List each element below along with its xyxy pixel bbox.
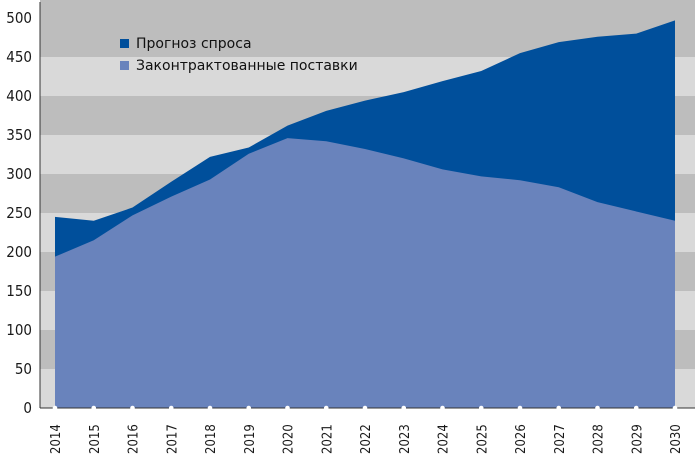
x-tick-marker: [672, 405, 678, 411]
x-tick-marker: [595, 405, 600, 411]
x-tick-marker: [285, 405, 290, 411]
x-tick-label: 2016: [127, 424, 142, 454]
axes: [39, 2, 695, 409]
x-tick-marker: [323, 405, 329, 411]
x-axis-ticks: 2014 2015 2016 2017 2018 2019 2020 2021 2022 2023…: [49, 405, 684, 454]
x-tick-marker: [207, 405, 213, 411]
x-tick-label: 2022: [359, 424, 374, 454]
x-tick-label: 2015: [88, 424, 103, 454]
x-tick-marker: [401, 405, 407, 411]
x-tick-label: 2028: [592, 424, 607, 454]
legend-swatch: [120, 61, 129, 70]
x-tick-marker: [633, 405, 639, 411]
y-tick-label: 50: [15, 360, 32, 378]
x-tick-label: 2024: [437, 424, 452, 454]
x-tick-label: 2018: [204, 424, 219, 454]
x-tick-label: 2017: [165, 424, 180, 454]
y-tick-label: 250: [6, 204, 32, 222]
series-areas: [55, 20, 675, 409]
x-tick-label: 2026: [514, 424, 529, 454]
x-tick-label: 2021: [320, 424, 335, 454]
x-tick-marker: [517, 405, 523, 411]
x-tick-marker: [362, 405, 368, 411]
y-tick-label: 300: [6, 165, 32, 183]
grid-band: [40, 0, 695, 18]
y-tick-label: 500: [6, 9, 32, 27]
legend-label: Законтрактованные поставки: [136, 58, 358, 74]
x-tick-label: 2027: [553, 424, 568, 454]
legend: Прогноз спроса Законтрактованные поставки: [120, 36, 358, 74]
x-tick-label: 2025: [475, 424, 490, 454]
legend-label: Прогноз спроса: [136, 36, 252, 52]
series-area-2: [55, 138, 675, 408]
x-tick-label: 2030: [669, 424, 684, 454]
y-tick-label: 150: [6, 282, 32, 300]
x-tick-label: 2014: [49, 424, 64, 454]
y-tick-label: 100: [6, 321, 32, 339]
x-tick-label: 2023: [398, 424, 413, 454]
y-axis-ticks: 0 50 100 150 200 250 300 350 400 450 500: [6, 9, 32, 417]
y-tick-label: 200: [6, 243, 32, 261]
x-tick-marker: [91, 405, 97, 411]
y-tick-label: 400: [6, 87, 32, 105]
x-tick-label: 2029: [630, 424, 645, 454]
x-tick-marker: [52, 405, 58, 411]
x-tick-label: 2019: [243, 424, 258, 454]
y-tick-label: 0: [23, 399, 32, 417]
x-tick-marker: [556, 405, 562, 411]
x-tick-marker: [478, 405, 484, 411]
legend-swatch: [120, 39, 129, 48]
y-tick-label: 350: [6, 126, 32, 144]
x-tick-marker: [440, 405, 445, 411]
x-tick-marker: [130, 405, 135, 411]
y-tick-label: 450: [6, 48, 32, 66]
x-tick-marker: [168, 405, 174, 411]
x-tick-label: 2020: [282, 424, 297, 454]
x-tick-marker: [246, 405, 252, 411]
